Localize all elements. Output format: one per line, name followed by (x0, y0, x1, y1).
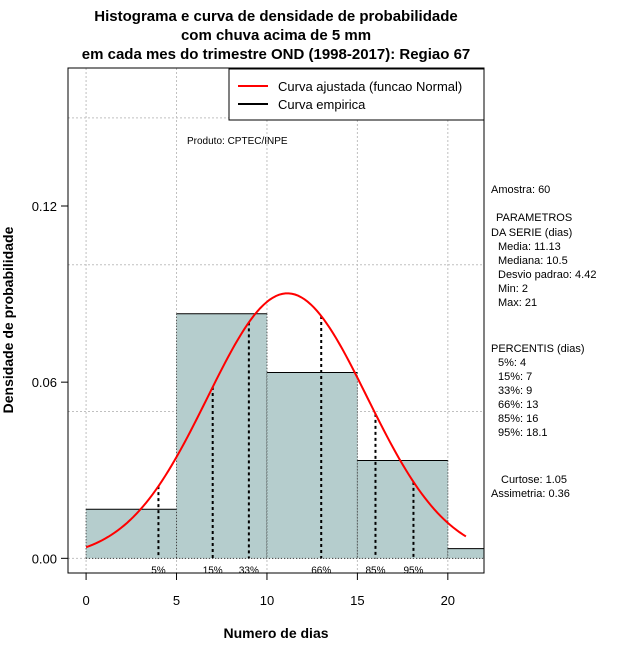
percentile-label-2: 33% (239, 565, 259, 576)
stat-p85: 85%: 16 (498, 413, 538, 425)
stat-p95: 95%: 18.1 (498, 427, 548, 439)
legend-label-empirica: Curva empirica (278, 97, 366, 112)
bar-4 (447, 548, 484, 559)
x-tick-label-0: 0 (82, 593, 89, 608)
bar-0 (86, 509, 177, 559)
stat-p15: 15%: 7 (498, 371, 532, 383)
x-tick-label-3: 15 (350, 593, 364, 608)
chart-title-line-2: com chuva acima de 5 mm (181, 27, 371, 44)
stat-perc-header: PERCENTIS (dias) (491, 343, 585, 355)
stat-params-header-2: DA SERIE (dias) (491, 227, 572, 239)
percentile-lines: 5% 15% 33% 66% 85% 95% (151, 316, 424, 576)
histogram-bars (85, 313, 485, 559)
percentile-label-4: 85% (365, 565, 385, 576)
chart-title-line-3: em cada mes do trimestre OND (1998-2017)… (82, 46, 471, 63)
bar-1 (176, 313, 267, 559)
stat-media: Media: 11.13 (498, 241, 561, 253)
chart-title-line-1: Histograma e curva de densidade de proba… (94, 8, 457, 25)
y-tick-label-1: 0.06 (32, 375, 57, 390)
stat-p66: 66%: 13 (498, 399, 538, 411)
stat-min: Min: 2 (498, 283, 528, 295)
stat-p5: 5%: 4 (498, 357, 526, 369)
percentile-label-0: 5% (151, 565, 166, 576)
stat-p33: 33%: 9 (498, 385, 532, 397)
stat-assimetria: Assimetria: 0.36 (491, 488, 570, 500)
plot-frame (67, 67, 485, 574)
stat-desvio: Desvio padrao: 4.42 (498, 269, 596, 281)
normal-curve (85, 292, 467, 549)
x-tick-label-4: 20 (441, 593, 455, 608)
percentile-label-3: 66% (311, 565, 331, 576)
legend: Curva ajustada (funcao Normal) Curva emp… (228, 68, 485, 121)
y-tick-label-0: 0.00 (32, 551, 57, 566)
y-tick-label-2: 0.12 (32, 199, 57, 214)
percentile-label-5: 95% (403, 565, 423, 576)
product-note: Produto: CPTEC/INPE (187, 136, 288, 147)
axis-ticks: 0 5 10 15 20 0.00 0.06 0.12 (32, 199, 455, 608)
legend-box (228, 68, 485, 121)
y-axis-label: Densidade de probabilidade (0, 226, 16, 413)
x-axis-label: Numero de dias (223, 625, 328, 641)
legend-label-normal: Curva ajustada (funcao Normal) (278, 79, 462, 94)
stat-curtose: Curtose: 1.05 (501, 474, 567, 486)
stat-sample: Amostra: 60 (491, 184, 550, 196)
stat-params-header-1: PARAMETROS (496, 212, 572, 224)
stats-panel: Amostra: 60 PARAMETROS DA SERIE (dias) M… (491, 184, 596, 500)
bar-3 (357, 460, 448, 559)
stat-max: Max: 21 (498, 297, 537, 309)
bar-2 (266, 372, 358, 559)
percentile-label-1: 15% (203, 565, 223, 576)
stat-mediana: Mediana: 10.5 (498, 255, 568, 267)
x-tick-label-2: 10 (260, 593, 274, 608)
x-tick-label-1: 5 (173, 593, 180, 608)
